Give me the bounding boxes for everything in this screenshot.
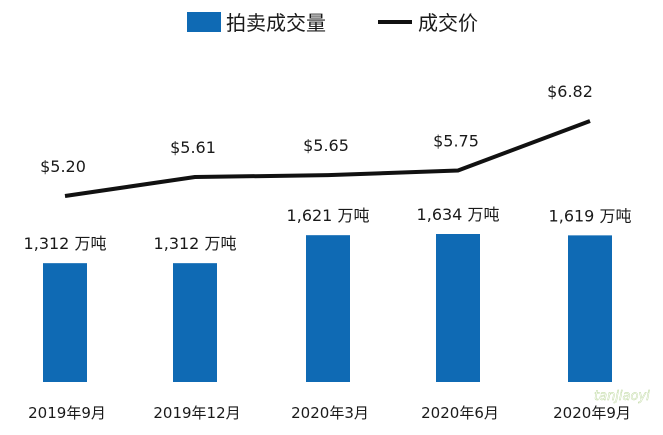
bar-2	[306, 235, 350, 382]
price-line	[64, 119, 591, 198]
legend-bar-label: 拍卖成交量	[226, 11, 326, 35]
bar-data-label: 1,621 万吨	[287, 206, 370, 225]
x-tick-label: 2020年6月	[421, 404, 499, 422]
bar-data-label: 1,312 万吨	[154, 234, 237, 253]
x-axis-labels: 2019年9月 2019年12月 2020年3月 2020年6月 2020年9月	[28, 404, 631, 422]
line-data-label: $5.75	[433, 132, 479, 151]
x-tick-label: 2019年9月	[28, 404, 106, 422]
x-tick-label: 2020年3月	[291, 404, 369, 422]
line-series: $5.20 $5.61 $5.65 $5.75 $6.82	[40, 82, 593, 198]
line-data-label: $5.61	[170, 138, 216, 157]
legend-bar-swatch	[187, 12, 221, 32]
bar-4	[568, 235, 612, 382]
bar-3	[436, 234, 480, 382]
x-tick-label: 2019年12月	[153, 404, 240, 422]
bar-0	[43, 263, 87, 382]
watermark-text: tanjiaoyi	[594, 389, 650, 404]
bar-1	[173, 263, 217, 382]
line-data-label: $6.82	[547, 82, 593, 101]
bar-data-label: 1,619 万吨	[549, 206, 632, 225]
bar-data-label: 1,634 万吨	[417, 205, 500, 224]
watermark: tanjiaoyi	[594, 389, 651, 404]
line-data-label: $5.65	[303, 136, 349, 155]
bar-data-label: 1,312 万吨	[24, 234, 107, 253]
legend-line-label: 成交价	[418, 11, 478, 35]
line-data-label: $5.20	[40, 157, 86, 176]
x-tick-label: 2020年9月	[553, 404, 631, 422]
bar-series: 1,312 万吨 1,312 万吨 1,621 万吨 1,634 万吨 1,619 万吨	[24, 205, 632, 382]
legend: 拍卖成交量 成交价	[187, 11, 478, 35]
